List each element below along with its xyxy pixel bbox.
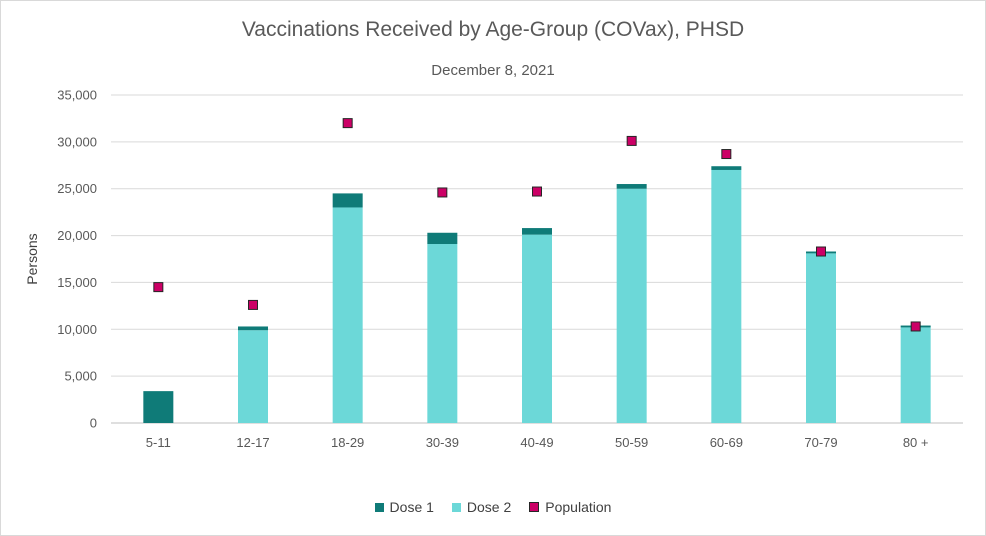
population-marker bbox=[342, 118, 353, 129]
y-tick-label: 25,000 bbox=[57, 181, 97, 196]
y-axis-title: Persons bbox=[24, 233, 40, 284]
legend-item-dose-1: Dose 1 bbox=[374, 499, 434, 515]
chart-subtitle: December 8, 2021 bbox=[431, 62, 555, 79]
bar-dose-1 bbox=[143, 391, 174, 423]
bar-dose-1 bbox=[522, 228, 552, 235]
bar-dose-2 bbox=[332, 207, 363, 423]
y-tick-label: 0 bbox=[90, 416, 97, 431]
population-marker bbox=[910, 321, 921, 332]
y-tick-label: 35,000 bbox=[57, 88, 97, 103]
x-tick-label: 50-59 bbox=[615, 435, 648, 450]
legend-item-dose-2: Dose 2 bbox=[451, 499, 512, 515]
population-marker bbox=[816, 246, 826, 257]
chart-legend: Dose 1 Dose 2 Population bbox=[0, 499, 986, 515]
bar-dose-1 bbox=[711, 166, 742, 170]
population-marker bbox=[153, 282, 164, 293]
chart-title: Vaccinations Received by Age-Group (COVa… bbox=[241, 18, 745, 41]
bar-dose-1 bbox=[427, 232, 458, 245]
legend-label-dose-1: Dose 1 bbox=[389, 499, 434, 515]
population-marker bbox=[721, 149, 732, 160]
population-marker bbox=[532, 186, 542, 197]
y-tick-label: 20,000 bbox=[57, 228, 97, 243]
x-tick-label: 5-11 bbox=[146, 435, 171, 450]
bar-dose-2 bbox=[238, 330, 268, 423]
bar-dose-1 bbox=[332, 193, 363, 208]
bar-dose-1 bbox=[616, 184, 647, 189]
x-tick-label: 18-29 bbox=[331, 435, 364, 450]
bar-dose-2 bbox=[711, 169, 742, 423]
bar-dose-2 bbox=[616, 188, 647, 423]
x-tick-label: 80 + bbox=[903, 435, 929, 450]
legend-label-population: Population bbox=[545, 499, 612, 515]
x-tick-label: 70-79 bbox=[804, 435, 837, 450]
legend-swatch-population bbox=[529, 502, 540, 512]
y-tick-label: 10,000 bbox=[57, 322, 97, 337]
x-tick-label: 40-49 bbox=[520, 435, 553, 450]
legend-item-population: Population bbox=[529, 499, 611, 515]
bar-dose-2 bbox=[522, 234, 552, 423]
bar-dose-2 bbox=[806, 253, 836, 423]
x-tick-label: 60-69 bbox=[710, 435, 743, 450]
x-tick-label: 12-17 bbox=[236, 435, 269, 450]
y-tick-label: 15,000 bbox=[57, 275, 97, 290]
bar-dose-2 bbox=[900, 327, 931, 423]
legend-swatch-dose-1 bbox=[374, 502, 384, 512]
population-marker bbox=[626, 135, 637, 146]
legend-label-dose-2: Dose 2 bbox=[466, 499, 512, 515]
population-marker bbox=[248, 299, 258, 310]
bar-dose-2 bbox=[427, 244, 458, 423]
y-tick-label: 5,000 bbox=[64, 369, 97, 384]
population-marker bbox=[437, 187, 448, 198]
bar-dose-1 bbox=[238, 326, 268, 331]
y-tick-label: 30,000 bbox=[57, 134, 97, 149]
legend-swatch-dose-2 bbox=[451, 502, 461, 512]
x-tick-label: 30-39 bbox=[426, 435, 459, 450]
